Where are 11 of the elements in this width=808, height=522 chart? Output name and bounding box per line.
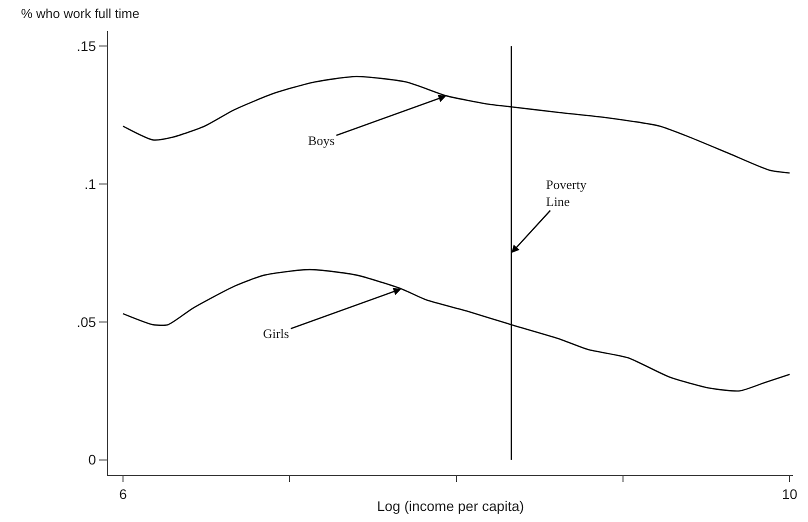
annotation: Boys [308,133,335,148]
y-tick-label: .1 [84,176,96,192]
x-axis-title: Log (income per capita) [376,498,524,514]
x-tick-label: 10 [782,486,798,502]
ref-line-label: Poverty Line [546,177,587,209]
y-tick-label: 0 [88,452,96,468]
y-tick-label: .15 [76,38,96,54]
x-tick-label: 6 [119,486,128,502]
annotation: Girls [263,326,289,341]
y-axis-title: % who work full time [21,6,140,21]
y-tick-label: .05 [76,314,96,330]
